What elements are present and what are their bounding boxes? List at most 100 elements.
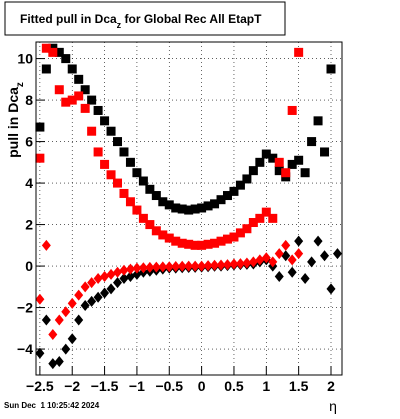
data-point bbox=[87, 126, 97, 136]
data-point bbox=[74, 91, 84, 101]
x-tick-label: 1.5 bbox=[289, 378, 309, 394]
data-point bbox=[210, 238, 220, 248]
data-point bbox=[132, 268, 142, 280]
data-point bbox=[197, 240, 207, 250]
data-point bbox=[80, 281, 90, 293]
data-point bbox=[294, 248, 304, 260]
x-tick-label: −2.5 bbox=[26, 378, 54, 394]
data-point bbox=[158, 230, 168, 240]
data-point bbox=[222, 234, 232, 244]
data-point bbox=[106, 126, 116, 136]
data-point bbox=[67, 333, 77, 345]
data-point bbox=[100, 287, 110, 299]
data-point bbox=[197, 260, 207, 272]
data-point bbox=[138, 262, 148, 274]
data-point bbox=[67, 64, 77, 74]
x-axis-label: η bbox=[329, 398, 337, 414]
data-point bbox=[67, 297, 77, 309]
data-point bbox=[268, 153, 278, 163]
data-point bbox=[210, 199, 220, 209]
data-point bbox=[300, 168, 310, 178]
data-point bbox=[287, 266, 297, 278]
data-point bbox=[87, 295, 97, 307]
data-point bbox=[125, 270, 135, 282]
data-point bbox=[54, 356, 64, 368]
plot-area: −2.5 −2 −1.5 −1 −0.5 0 0.5 1 1.5 2 −4 −2 0 2 4 6 8 10 bbox=[17, 41, 343, 394]
data-point bbox=[151, 226, 161, 236]
data-point bbox=[203, 260, 213, 272]
data-point bbox=[255, 254, 265, 266]
ylabel-text: pull in Dca bbox=[5, 87, 21, 158]
data-point bbox=[125, 157, 135, 167]
data-point bbox=[229, 232, 239, 242]
data-point bbox=[261, 149, 271, 159]
y-tick-label: 6 bbox=[25, 134, 33, 150]
y-tick-label: 0 bbox=[25, 258, 33, 274]
plot-frame bbox=[35, 41, 343, 376]
title-box bbox=[4, 1, 286, 36]
data-point bbox=[125, 197, 135, 207]
x-tick-label: 1 bbox=[262, 378, 270, 394]
data-point bbox=[320, 147, 330, 157]
data-point bbox=[80, 299, 90, 311]
data-point bbox=[248, 166, 258, 176]
data-point bbox=[93, 105, 103, 115]
data-point bbox=[287, 105, 297, 115]
data-point bbox=[307, 256, 317, 268]
data-point bbox=[119, 147, 129, 157]
data-point bbox=[35, 122, 45, 132]
data-point bbox=[138, 213, 148, 223]
data-point bbox=[61, 54, 71, 64]
title-subscript: z bbox=[117, 20, 122, 30]
data-point bbox=[100, 270, 110, 282]
data-point bbox=[151, 191, 161, 201]
data-point bbox=[54, 85, 64, 95]
data-point bbox=[93, 273, 103, 285]
data-point bbox=[184, 260, 194, 272]
data-point bbox=[274, 157, 284, 167]
data-point bbox=[326, 64, 336, 74]
data-point bbox=[106, 170, 116, 180]
data-point bbox=[67, 95, 77, 105]
y-tick-label: 4 bbox=[25, 175, 33, 191]
data-point bbox=[268, 256, 278, 268]
data-point bbox=[80, 103, 90, 113]
data-point bbox=[184, 205, 194, 215]
data-point bbox=[320, 250, 330, 262]
ylabel-subscript: z bbox=[15, 82, 26, 87]
data-point bbox=[113, 178, 123, 188]
data-point bbox=[248, 218, 258, 228]
data-point bbox=[100, 159, 110, 169]
data-point bbox=[216, 195, 226, 205]
x-tick-label: −1.5 bbox=[91, 378, 119, 394]
data-point bbox=[74, 314, 84, 326]
data-point bbox=[177, 238, 187, 248]
data-point bbox=[300, 273, 310, 285]
y-tick-label: 10 bbox=[17, 51, 33, 67]
data-point bbox=[294, 47, 304, 57]
data-point bbox=[261, 207, 271, 217]
data-point bbox=[281, 239, 291, 251]
data-point bbox=[132, 262, 142, 274]
data-point bbox=[184, 239, 194, 249]
data-point bbox=[61, 306, 71, 318]
data-point bbox=[41, 64, 51, 74]
x-tick-label: 0.5 bbox=[224, 378, 244, 394]
x-tick-label: 0 bbox=[198, 378, 206, 394]
y-axis-label: pull in Dcaz bbox=[5, 82, 26, 158]
data-point bbox=[274, 248, 284, 260]
data-point bbox=[93, 147, 103, 157]
data-point bbox=[222, 191, 232, 201]
y-tick-label: 8 bbox=[25, 92, 33, 108]
data-point bbox=[255, 157, 265, 167]
footer: Sun Dec 1 10:25:42 2024 bbox=[4, 401, 100, 410]
data-point bbox=[307, 137, 317, 147]
data-point bbox=[54, 47, 64, 57]
data-point bbox=[287, 254, 297, 266]
data-point bbox=[164, 233, 174, 243]
data-point bbox=[158, 261, 168, 273]
data-point bbox=[229, 186, 239, 196]
data-point bbox=[119, 264, 129, 276]
data-point bbox=[41, 43, 51, 53]
data-point bbox=[235, 258, 245, 270]
